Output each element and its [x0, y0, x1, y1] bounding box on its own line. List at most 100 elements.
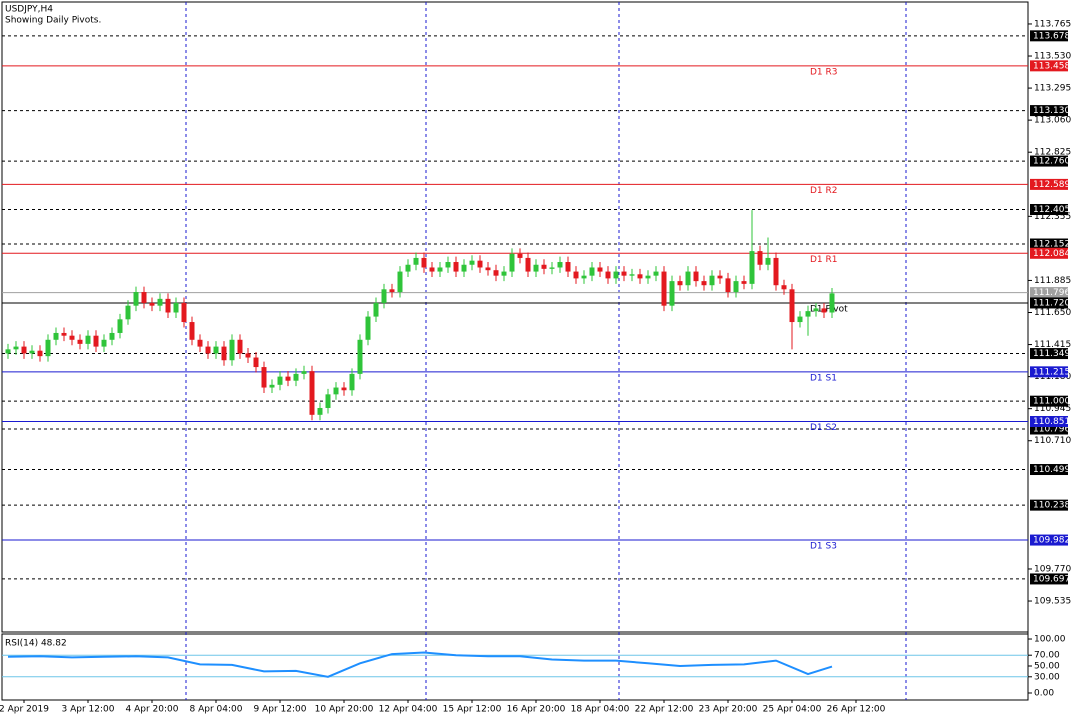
candle-body — [733, 281, 739, 293]
x-tick-label: 18 Apr 04:00 — [571, 705, 630, 715]
level-label: 110.796 — [1033, 425, 1070, 435]
rsi-tick-label: 0.00 — [1034, 688, 1054, 698]
candle-body — [453, 262, 459, 272]
candle-body — [469, 260, 475, 265]
candle-body — [749, 251, 755, 284]
y-tick-label: 110.945 — [1034, 404, 1071, 414]
candle-body — [29, 350, 35, 354]
rsi-tick-label: 30.00 — [1034, 672, 1060, 682]
level-label: 111.000 — [1033, 397, 1070, 407]
candle-body — [365, 316, 371, 340]
candle-body — [613, 271, 619, 279]
candle-body — [757, 251, 763, 265]
pivot-box — [1030, 415, 1068, 427]
candle-body — [53, 332, 59, 340]
candle-body — [661, 271, 667, 306]
candle-body — [301, 371, 307, 374]
rsi-tick-label: 50.00 — [1034, 662, 1060, 672]
pivot-name: D1 S2 — [810, 423, 837, 433]
candle-body — [709, 275, 715, 286]
level-box — [1030, 238, 1068, 250]
level-box — [1030, 395, 1068, 407]
pivot-box — [1030, 60, 1068, 72]
candle-body — [205, 346, 211, 354]
candle-body — [805, 311, 811, 317]
pivot-box — [1030, 247, 1068, 259]
candle-body — [589, 267, 595, 276]
candle-body — [309, 371, 315, 415]
pivot-label: 111.215 — [1033, 367, 1070, 377]
candle-body — [221, 346, 227, 361]
x-tick-label: 8 Apr 04:00 — [190, 705, 243, 715]
candle-body — [245, 353, 251, 358]
candle-body — [5, 349, 11, 354]
candle-body — [549, 267, 555, 269]
x-tick-label: 23 Apr 20:00 — [699, 705, 758, 715]
candle-body — [165, 298, 171, 313]
y-tick-label: 109.770 — [1034, 564, 1071, 574]
candle-body — [653, 271, 659, 276]
candle-body — [181, 302, 187, 323]
chart-subtitle: Showing Daily Pivots. — [5, 16, 101, 26]
y-tick-label: 113.765 — [1034, 19, 1071, 29]
candle-body — [405, 264, 411, 272]
pivot-name: D1 S3 — [810, 542, 837, 552]
candle-body — [573, 271, 579, 279]
candle-body — [773, 257, 779, 286]
candle-body — [189, 322, 195, 340]
candle-body — [781, 285, 787, 290]
candle-body — [813, 308, 819, 312]
candle-body — [605, 271, 611, 279]
pivot-box — [1030, 178, 1068, 190]
candle-body — [213, 346, 219, 354]
level-label: 112.152 — [1033, 240, 1070, 250]
candle-body — [413, 257, 419, 265]
pivot-label: 111.720 — [1033, 298, 1070, 308]
pivot-label: 110.851 — [1033, 417, 1070, 427]
candle-body — [669, 281, 675, 306]
y-tick-label: 113.530 — [1034, 52, 1071, 62]
candle-body — [525, 257, 531, 272]
candle-body — [429, 267, 435, 272]
candle-body — [125, 305, 131, 320]
level-box — [1030, 203, 1068, 215]
level-box — [1030, 105, 1068, 117]
level-box — [1030, 423, 1068, 435]
day-separators — [185, 2, 907, 700]
pivot-box — [1030, 534, 1068, 546]
candle-body — [629, 274, 635, 276]
chart-title: USDJPY,H4 — [5, 5, 53, 15]
candle-body — [149, 302, 155, 306]
pivot-box — [1030, 366, 1068, 378]
pivot-label: 113.458 — [1033, 61, 1070, 71]
candle-body — [541, 264, 547, 269]
rsi-title: RSI(14) 48.82 — [5, 639, 67, 649]
candle-body — [509, 253, 515, 272]
x-tick-label: 10 Apr 20:00 — [315, 705, 374, 715]
pivot-name: D1 R2 — [810, 186, 838, 196]
candle-body — [501, 271, 507, 276]
candle-body — [557, 262, 563, 268]
y-tick-label: 111.885 — [1034, 276, 1071, 286]
y-tick-label: 112.355 — [1034, 212, 1071, 222]
candle-body — [789, 289, 795, 323]
y-tick-label: 113.060 — [1034, 116, 1071, 126]
candle-body — [141, 292, 147, 303]
candle-body — [93, 335, 99, 347]
level-label: 111.349 — [1033, 349, 1070, 359]
candle-body — [533, 264, 539, 272]
candle-body — [597, 267, 603, 272]
candle-body — [421, 257, 427, 268]
x-tick-label: 16 Apr 20:00 — [507, 705, 566, 715]
x-tick-label: 4 Apr 20:00 — [126, 705, 179, 715]
candle-body — [325, 394, 331, 408]
candle-body — [821, 308, 827, 313]
candle-body — [581, 275, 587, 279]
candle-body — [725, 278, 731, 293]
candle-body — [253, 357, 259, 368]
level-label: 112.405 — [1033, 205, 1070, 215]
candle-body — [157, 298, 163, 306]
level-label: 113.130 — [1033, 106, 1070, 116]
candle-body — [357, 339, 363, 374]
pivot-label: 109.982 — [1033, 536, 1070, 546]
